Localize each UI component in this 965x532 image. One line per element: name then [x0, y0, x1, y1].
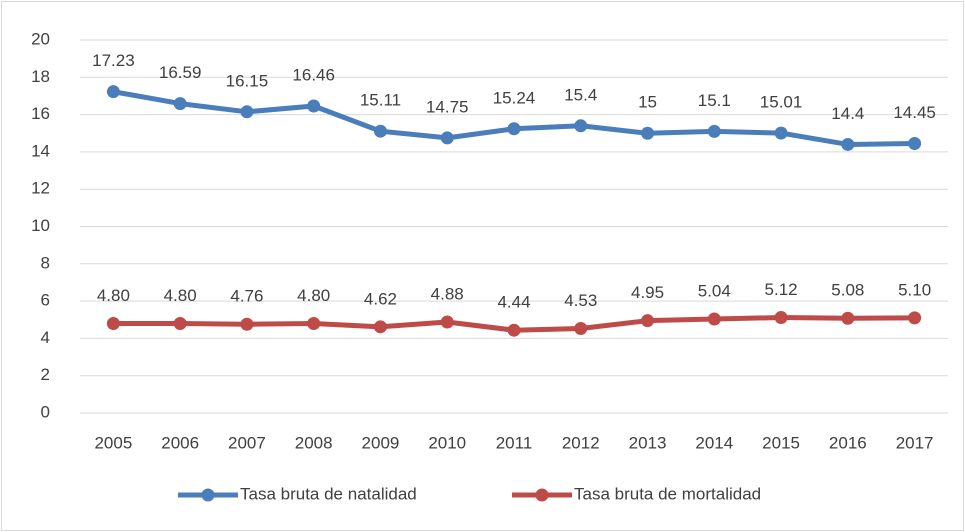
data-label: 17.23 [92, 51, 135, 70]
point [574, 119, 588, 133]
point [373, 320, 387, 334]
point [908, 137, 922, 151]
point [307, 316, 321, 330]
data-label: 16.15 [226, 71, 269, 90]
y-tick-label: 20 [31, 29, 50, 48]
data-label: 5.12 [765, 280, 798, 299]
point [373, 124, 387, 138]
data-label: 15.24 [493, 88, 536, 107]
x-tick-label: 2016 [829, 433, 867, 452]
data-label: 4.95 [631, 283, 664, 302]
point [507, 323, 521, 337]
data-label: 5.10 [898, 280, 931, 299]
point [240, 105, 254, 119]
y-tick-label: 14 [31, 141, 50, 160]
y-tick-label: 10 [31, 216, 50, 235]
x-tick-label: 2006 [161, 433, 199, 452]
data-label: 16.46 [292, 66, 335, 85]
data-label: 4.80 [97, 286, 130, 305]
x-tick-label: 2017 [896, 433, 934, 452]
point [841, 311, 855, 325]
data-label: 15.1 [698, 91, 731, 110]
point [106, 85, 120, 99]
x-tick-label: 2015 [762, 433, 800, 452]
point [173, 97, 187, 111]
point [106, 316, 120, 330]
point [707, 124, 721, 138]
point [440, 131, 454, 145]
legend-label: Tasa bruta de natalidad [240, 484, 417, 503]
legend-label: Tasa bruta de mortalidad [574, 484, 761, 503]
x-tick-label: 2009 [362, 433, 400, 452]
data-label: 14.75 [426, 97, 469, 116]
point [307, 99, 321, 113]
data-label: 15.4 [564, 85, 597, 104]
legend-marker [535, 488, 549, 502]
data-label: 4.80 [164, 286, 197, 305]
point [641, 126, 655, 140]
y-tick-label: 2 [41, 365, 50, 384]
y-tick-label: 18 [31, 67, 50, 86]
data-label: 4.44 [497, 293, 530, 312]
y-tick-label: 0 [41, 402, 50, 421]
x-tick-label: 2011 [496, 433, 533, 452]
data-label: 5.04 [698, 281, 731, 300]
point [507, 122, 521, 136]
point [707, 312, 721, 326]
x-tick-label: 2008 [295, 433, 333, 452]
x-tick-label: 2013 [629, 433, 667, 452]
data-label: 4.80 [297, 286, 330, 305]
y-tick-label: 6 [41, 291, 50, 310]
data-label: 16.59 [159, 63, 202, 82]
point [774, 311, 788, 325]
data-label: 4.62 [364, 289, 397, 308]
point [440, 315, 454, 329]
data-label: 5.08 [831, 281, 864, 300]
y-tick-label: 8 [41, 253, 50, 272]
data-label: 14.45 [893, 103, 936, 122]
data-label: 15 [638, 93, 657, 112]
x-tick-label: 2005 [94, 433, 132, 452]
data-label: 15.11 [360, 91, 401, 110]
x-tick-label: 2007 [228, 433, 266, 452]
point [641, 314, 655, 328]
point [774, 126, 788, 140]
y-tick-label: 4 [41, 328, 50, 347]
legend-marker [201, 488, 215, 502]
point [908, 311, 922, 325]
data-label: 15.01 [760, 93, 803, 112]
data-label: 4.53 [564, 291, 597, 310]
x-tick-label: 2010 [428, 433, 466, 452]
data-label: 4.88 [431, 284, 464, 303]
x-tick-label: 2012 [562, 433, 600, 452]
y-tick-label: 12 [31, 179, 50, 198]
y-tick-label: 16 [31, 104, 50, 123]
point [240, 317, 254, 331]
data-label: 14.4 [831, 104, 864, 123]
x-tick-label: 2014 [695, 433, 733, 452]
point [173, 316, 187, 330]
data-label: 4.76 [230, 287, 263, 306]
point [574, 322, 588, 336]
point [841, 137, 855, 151]
